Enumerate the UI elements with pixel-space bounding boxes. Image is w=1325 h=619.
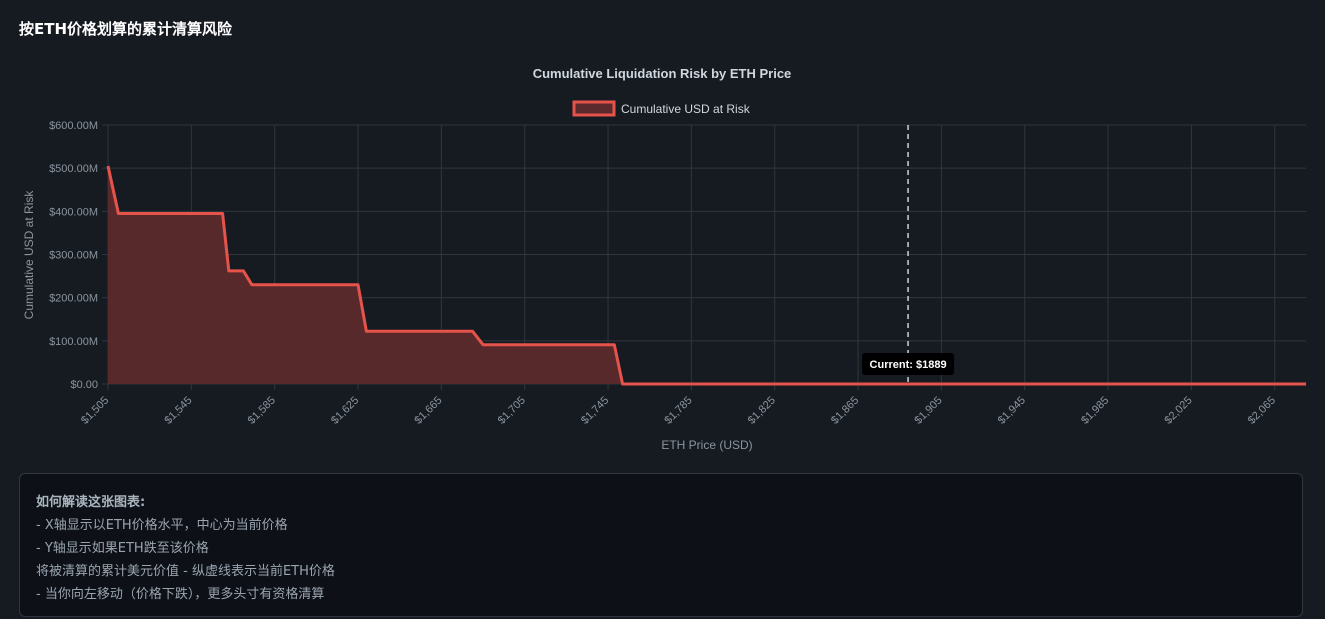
x-tick-label: $1,505 bbox=[79, 394, 111, 426]
liquidation-chart: $0.00 $100.00M $200.00M $300.00M $400.00M $50… bbox=[22, 66, 1306, 452]
x-tick-label: $1,545 bbox=[162, 394, 194, 426]
x-tick-label: $1,985 bbox=[1079, 394, 1111, 426]
x-tick-label: $1,705 bbox=[496, 394, 528, 426]
x-tick-label: $2,025 bbox=[1162, 394, 1194, 426]
series-line bbox=[106, 165, 1306, 386]
x-tick-label: $1,825 bbox=[746, 394, 778, 426]
x-tick-label: $1,905 bbox=[912, 394, 944, 426]
x-tick-label: $1,785 bbox=[662, 394, 694, 426]
legend-swatch bbox=[572, 100, 616, 117]
current-price-tooltip bbox=[862, 353, 955, 375]
y-tick-label: $200.00M bbox=[49, 293, 98, 305]
explanation-line: - Y轴显示如果ETH跌至该价格 bbox=[36, 541, 209, 556]
x-tick-label: $1,745 bbox=[579, 394, 611, 426]
y-tick-label: $0.00 bbox=[70, 379, 98, 391]
y-tick-label: $500.00M bbox=[49, 163, 98, 175]
x-axis-label: ETH Price (USD) bbox=[661, 438, 752, 452]
explanation-line: - 当你向左移动（价格下跌），更多头寸有资格清算 bbox=[36, 587, 325, 602]
current-price-label: Current: $1889 bbox=[870, 359, 947, 371]
y-tick-label: $400.00M bbox=[49, 206, 98, 218]
x-tick-label: $1,625 bbox=[329, 394, 361, 426]
x-tick-label: $1,865 bbox=[829, 394, 861, 426]
chart-explanation: 如何解读这张图表: - X轴显示以ETH价格水平，中心为当前价格 - Y轴显示如… bbox=[19, 473, 1303, 617]
y-tick-label: $300.00M bbox=[49, 250, 98, 262]
explanation-line: 将被清算的累计美元价值 - 纵虚线表示当前ETH价格 bbox=[36, 564, 335, 579]
explanation-line: - X轴显示以ETH价格水平，中心为当前价格 bbox=[36, 518, 288, 533]
chart-container: $0.00 $100.00M $200.00M $300.00M $400.00M $50… bbox=[0, 55, 1325, 465]
chart-legend[interactable]: Cumulative USD at Risk bbox=[572, 100, 751, 117]
x-tick-label: $2,065 bbox=[1246, 394, 1278, 426]
chart-title: Cumulative Liquidation Risk by ETH Price bbox=[533, 66, 792, 81]
explanation-title: 如何解读这张图表: bbox=[36, 495, 146, 510]
y-tick-label: $600.00M bbox=[49, 120, 98, 132]
y-axis-label: Cumulative USD at Risk bbox=[22, 190, 36, 320]
series-area-fill bbox=[108, 166, 1306, 384]
y-tick-label: $100.00M bbox=[49, 336, 98, 348]
current-price-marker: Current: $1889 bbox=[862, 125, 955, 384]
x-tick-label: $1,585 bbox=[246, 394, 278, 426]
page-title: 按ETH价格划算的累计清算风险 bbox=[19, 20, 233, 38]
x-tick-label: $1,945 bbox=[996, 394, 1028, 426]
x-tick-label: $1,665 bbox=[412, 394, 444, 426]
legend-label: Cumulative USD at Risk bbox=[621, 102, 751, 116]
chart-area-layer bbox=[106, 165, 1306, 386]
